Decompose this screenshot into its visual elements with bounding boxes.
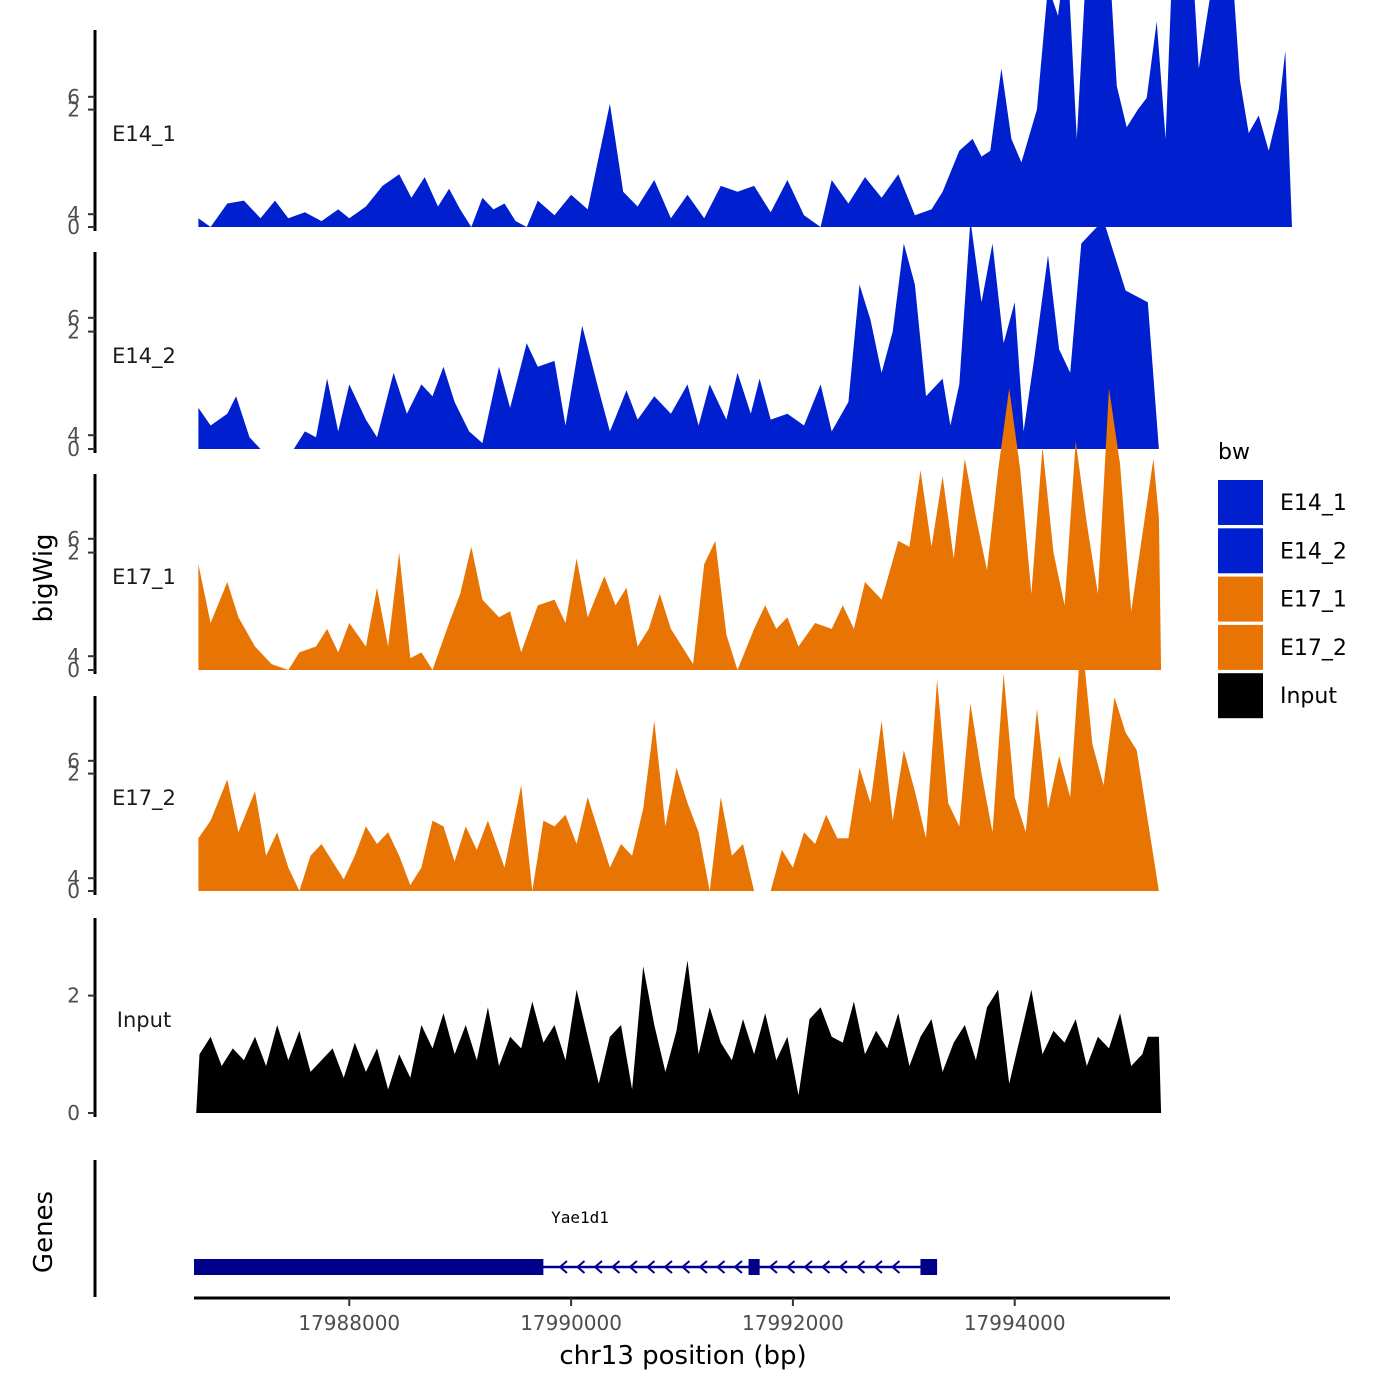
strand-arrow (610, 1260, 621, 1274)
x-tick-label: 17990000 (520, 1311, 622, 1335)
track-input: 0 2 4 6 Input (67, 749, 1162, 1125)
legend-item: E14_2 (1218, 528, 1347, 574)
track-label: E17_1 (112, 565, 176, 590)
signal-area (196, 960, 1162, 1113)
y-tick-label: 2 (67, 762, 80, 786)
track-label: E17_2 (112, 786, 176, 811)
legend-item: E17_1 (1218, 576, 1347, 622)
strand-arrow (715, 1260, 726, 1274)
track-label: E14_2 (112, 344, 176, 369)
y-tick-label: 2 (67, 541, 80, 565)
legend-swatch (1218, 624, 1263, 670)
signal-area (198, 388, 1162, 670)
legend-swatch (1218, 576, 1263, 622)
y-tick-label: 6 (67, 527, 80, 551)
genes-axis-title: Genes (29, 1191, 59, 1273)
y-axis-title: bigWig (29, 533, 59, 622)
gene-label: Yae1d1 (551, 1208, 609, 1227)
track-e14-2: 0 2 4 6 E14_2 (67, 85, 1159, 461)
strand-arrow (855, 1260, 866, 1274)
y-tick-label: 4 (67, 423, 80, 447)
track-label: E14_1 (112, 122, 176, 147)
y-tick-label: 0 (67, 658, 80, 682)
legend-label: E17_2 (1280, 636, 1347, 661)
legend-title: bw (1218, 440, 1250, 465)
x-axis: 17988000 17990000 17992000 17994000 (194, 1296, 1170, 1335)
y-tick-label: 0 (67, 215, 80, 239)
y-tick-label: 2 (67, 984, 80, 1008)
legend-swatch (1218, 528, 1263, 574)
y-tick-label: 4 (67, 644, 80, 668)
y-tick-label: 2 (67, 98, 80, 122)
y-tick-label: 4 (67, 0, 80, 4)
gene-exon (920, 1259, 938, 1275)
strand-arrow (575, 1260, 586, 1274)
y-tick-label: 6 (67, 749, 80, 773)
legend-label: Input (1280, 684, 1337, 709)
x-tick-label: 17994000 (964, 1311, 1066, 1335)
strand-arrow (785, 1260, 796, 1274)
y-tick-label: 0 (67, 437, 80, 461)
strand-arrow (628, 1260, 638, 1274)
legend-label: E14_1 (1280, 491, 1347, 516)
legend-label: E17_1 (1280, 588, 1347, 613)
y-tick-label: 0 (67, 1101, 80, 1125)
y-tick-label: 6 (67, 85, 80, 109)
legend: bw E14_1 E14_2 E17_1 E17_2 Input (1218, 440, 1347, 719)
strand-arrow (593, 1260, 603, 1274)
strand-arrow (768, 1260, 778, 1274)
track-e17-1: 0 2 4 6 E17_1 (67, 306, 1162, 682)
strand-arrow (663, 1260, 673, 1274)
gene-track: Yae1d1 (93, 1160, 938, 1297)
strand-arrow (820, 1260, 831, 1274)
y-tick-label: 2 (67, 320, 80, 344)
legend-label: E14_2 (1280, 539, 1347, 564)
track-e14-1: 0 2 4 6 E14_1 (67, 0, 1292, 239)
signal-tracks: 0246E14_10246E14_20246E17_10246E17_20246… (67, 0, 1292, 1125)
x-axis-title: chr13 position (bp) (559, 1341, 806, 1371)
gene-exon (194, 1259, 544, 1275)
strand-arrow (645, 1260, 656, 1274)
y-tick-label: 4 (67, 202, 80, 226)
track-label: Input (117, 1008, 171, 1032)
strand-arrow (890, 1260, 901, 1274)
track-e17-2: 0 2 4 6 E17_2 (67, 527, 1159, 903)
legend-item: E14_1 (1218, 480, 1347, 525)
y-tick-label: 0 (67, 879, 80, 903)
strand-arrow (838, 1260, 848, 1274)
y-tick-label: 6 (67, 306, 80, 330)
signal-area (198, 632, 1159, 891)
strand-arrow (873, 1260, 883, 1274)
strand-arrow (733, 1260, 743, 1274)
legend-item: Input (1218, 673, 1337, 719)
x-tick-label: 17992000 (742, 1311, 844, 1335)
legend-swatch (1218, 480, 1263, 525)
strand-arrow (558, 1260, 568, 1274)
strand-arrow (803, 1260, 813, 1274)
legend-item: E17_2 (1218, 624, 1347, 670)
legend-swatch (1218, 673, 1263, 719)
y-tick-label: 4 (67, 866, 80, 890)
signal-area (198, 0, 1292, 227)
x-tick-label: 17988000 (298, 1311, 400, 1335)
gene-exon (748, 1259, 760, 1275)
signal-area (198, 220, 1159, 449)
strand-arrow (680, 1260, 691, 1274)
strand-arrow (698, 1260, 708, 1274)
